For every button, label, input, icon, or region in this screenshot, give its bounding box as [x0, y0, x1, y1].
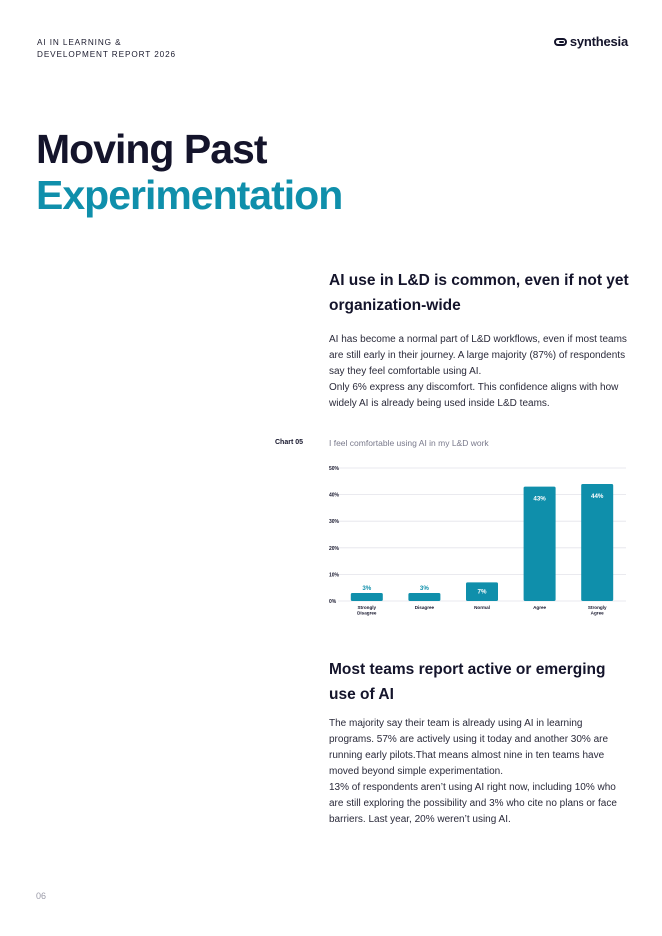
y-tick-label: 20%: [329, 546, 340, 552]
y-tick-label: 10%: [329, 572, 340, 578]
bar-value-label: 44%: [591, 493, 604, 500]
bar-value-label: 3%: [420, 585, 429, 592]
x-tick-label: Strongly: [357, 605, 376, 610]
bar-value-label: 3%: [362, 585, 371, 592]
bar: [408, 593, 441, 601]
logo-text: synthesia: [569, 34, 628, 49]
section1-paragraph-1: AI has become a normal part of L&D workf…: [329, 334, 627, 377]
bar: [523, 486, 556, 601]
section2-paragraph-1: The majority say their team is already u…: [329, 718, 609, 777]
report-title-line2: DEVELOPMENT REPORT 2026: [37, 50, 177, 59]
page-title: Moving Past Experimentation: [36, 126, 343, 218]
report-title-line1: AI IN LEARNING &: [37, 38, 122, 47]
chart-number-label: Chart 05: [275, 439, 304, 446]
x-tick-label: Disagree: [415, 605, 435, 610]
section1-body: AI has become a normal part of L&D workf…: [329, 332, 629, 412]
section2-body: The majority say their team is already u…: [329, 716, 629, 828]
y-tick-label: 0%: [329, 599, 337, 605]
x-tick-label: Normal: [474, 605, 490, 610]
synthesia-logo-icon: [553, 37, 567, 46]
section2-heading: Most teams report active or emerging use…: [329, 661, 606, 703]
y-tick-label: 50%: [329, 466, 340, 472]
y-tick-label: 40%: [329, 493, 340, 499]
bar-value-label: 7%: [478, 588, 487, 595]
bar: [466, 582, 498, 601]
section1-paragraph-2: Only 6% express any discomfort. This con…: [329, 382, 619, 409]
page-title-line2: Experimentation: [36, 172, 343, 218]
x-tick-label: Agree: [533, 605, 546, 610]
bar-chart: 0%10%20%30%40%50%3%StronglyDisagree3%Dis…: [329, 466, 626, 616]
x-tick-label: Agree: [591, 611, 604, 616]
bar: [350, 593, 383, 601]
chart-title: I feel comfortable using AI in my L&D wo…: [329, 438, 489, 448]
section1-heading: AI use in L&D is common, even if not yet…: [329, 272, 629, 314]
x-tick-label: Disagree: [357, 611, 377, 616]
report-title: AI IN LEARNING & DEVELOPMENT REPORT 2026: [37, 37, 176, 61]
bar: [581, 483, 614, 601]
bar-value-label: 43%: [533, 496, 546, 503]
page-title-line1: Moving Past: [36, 126, 267, 172]
x-tick-label: Strongly: [588, 605, 607, 610]
brand-logo: synthesia: [553, 34, 628, 49]
page-number: 06: [36, 891, 47, 901]
section2-paragraph-2: 13% of respondents aren’t using AI right…: [329, 782, 617, 825]
y-tick-label: 30%: [329, 519, 340, 525]
